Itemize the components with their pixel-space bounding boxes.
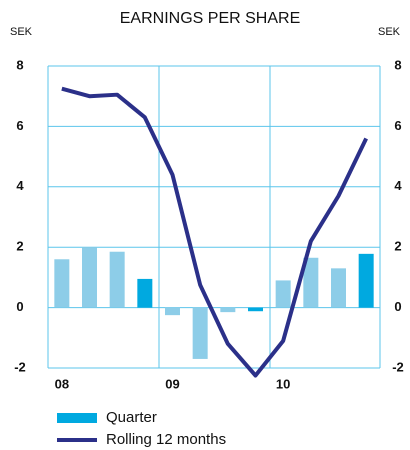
- y-tick-label: -2: [14, 359, 26, 374]
- y2-tick-label: 8: [394, 57, 401, 72]
- bar: [303, 257, 319, 308]
- y2-tick-label: 0: [394, 299, 401, 314]
- bar: [82, 247, 97, 308]
- x-tick-label: 08: [55, 376, 69, 391]
- legend-swatch: [57, 413, 97, 423]
- y-axis-label: SEK: [10, 26, 33, 38]
- bar: [331, 268, 346, 308]
- y-tick-label: 4: [16, 178, 24, 193]
- bar: [358, 253, 374, 308]
- y2-tick-label: -2: [392, 359, 404, 374]
- bar: [192, 307, 208, 359]
- x-tick-label: 09: [165, 376, 179, 391]
- bar: [54, 259, 70, 308]
- legend-label: Rolling 12 months: [106, 431, 226, 448]
- bar: [248, 307, 263, 312]
- y-tick-label: 2: [16, 239, 23, 254]
- line: [61, 86, 368, 378]
- bar: [165, 307, 180, 316]
- y-tick-label: 8: [16, 57, 23, 72]
- chart-title: EARNINGS PER SHARE: [120, 10, 300, 27]
- bar: [137, 278, 153, 308]
- bar: [109, 251, 125, 308]
- y2-tick-label: 4: [394, 178, 402, 193]
- y2-tick-label: 6: [394, 118, 401, 133]
- y2-tick-label: 2: [394, 239, 401, 254]
- y2-axis-label: SEK: [378, 26, 401, 38]
- bar: [275, 280, 291, 308]
- y-tick-label: 0: [16, 299, 23, 314]
- legend-label: Quarter: [106, 409, 157, 426]
- y-tick-label: 6: [16, 118, 23, 133]
- bar: [220, 307, 236, 313]
- x-tick-label: 10: [276, 376, 290, 391]
